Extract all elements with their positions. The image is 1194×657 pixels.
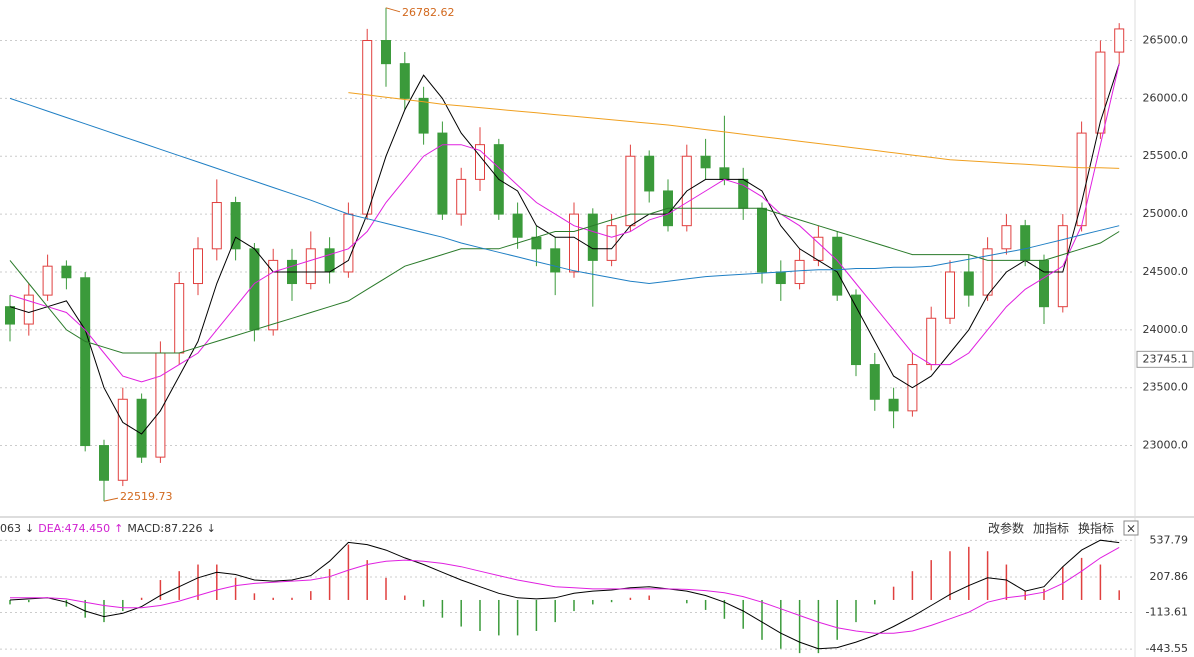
candle-body	[399, 63, 410, 99]
candle-body	[381, 40, 391, 65]
candle-body	[851, 294, 861, 366]
ma-line	[9, 63, 1120, 383]
macd-header: ↑	[114, 522, 123, 535]
candle-body	[794, 259, 805, 285]
candle-body	[757, 207, 767, 273]
y-tick-label: 26000.0	[1143, 91, 1189, 104]
indicator-button[interactable]: 加指标	[1033, 521, 1069, 536]
candle-body	[512, 213, 523, 238]
macd-header: DEA:474.450	[38, 522, 110, 535]
candle-body	[437, 132, 448, 215]
candle-body	[456, 178, 467, 215]
y-tick-label: 23000.0	[1143, 439, 1189, 452]
candle-body	[117, 398, 128, 481]
candle-body	[174, 283, 185, 354]
candle-body	[80, 277, 91, 447]
indicator-button[interactable]: 换指标	[1078, 521, 1114, 536]
y-tick-label: 25500.0	[1143, 149, 1189, 162]
candle-body	[869, 364, 880, 400]
last-price-box	[1136, 350, 1194, 368]
ma-line	[9, 63, 1120, 435]
candle-body	[268, 259, 279, 331]
candle-body	[888, 398, 899, 412]
macd-header: MACD:87.226	[127, 522, 202, 535]
ma-line	[10, 546, 1120, 634]
candle-body	[136, 398, 147, 458]
candle-body	[23, 294, 34, 325]
y-tick-label: 24000.0	[1143, 323, 1189, 336]
candle-body	[61, 265, 72, 279]
candle-body	[230, 202, 241, 250]
candle-body	[963, 271, 974, 296]
candle-body	[1020, 225, 1031, 261]
candle-body	[700, 155, 711, 169]
last-price-label: 23745.1	[1143, 352, 1189, 365]
candle-body	[1114, 28, 1125, 53]
candle-body	[644, 155, 655, 192]
indicator-button[interactable]: ×	[1126, 522, 1136, 536]
candle-body	[1001, 225, 1012, 250]
ma-line	[348, 92, 1120, 169]
y-tick-label: 24500.0	[1143, 265, 1189, 278]
candle-body	[5, 306, 15, 325]
candle-body	[305, 248, 316, 285]
max-pointer	[385, 7, 401, 13]
candle-body	[1039, 259, 1049, 308]
candle-body	[42, 265, 53, 296]
y-tick-label: 26500.0	[1143, 34, 1189, 47]
candle-body	[324, 248, 335, 273]
candle-body	[719, 167, 730, 180]
candle-body	[343, 213, 354, 273]
candle-body	[531, 236, 542, 250]
candle-body	[926, 317, 937, 366]
candle-body	[362, 40, 373, 215]
y-tick-label: 537.79	[1150, 533, 1189, 546]
candle-body	[569, 213, 579, 273]
candle-body	[832, 236, 843, 296]
indicator-button[interactable]: 改参数	[988, 521, 1024, 536]
y-tick-label: -113.61	[1146, 606, 1188, 619]
min-label: 22519.73	[120, 490, 173, 503]
candle-body	[249, 248, 260, 331]
max-label: 26782.62	[402, 6, 455, 19]
candle-body	[193, 248, 203, 285]
y-tick-label: -443.55	[1146, 642, 1188, 655]
candle-body	[550, 248, 561, 273]
macd-header: ↓	[25, 522, 34, 535]
close-box	[1123, 520, 1139, 536]
ma-line	[9, 539, 1120, 650]
candle-body	[418, 97, 429, 134]
candle-body	[945, 271, 955, 319]
candle-body	[587, 213, 598, 261]
candle-body	[1095, 51, 1106, 134]
ma-line	[9, 97, 1120, 285]
candle-body	[606, 225, 617, 261]
y-tick-label: 25000.0	[1143, 207, 1189, 220]
candle-body	[99, 445, 109, 481]
ma-line	[9, 207, 1120, 354]
macd-header: 063	[0, 522, 21, 535]
candle-body	[211, 202, 222, 250]
min-pointer	[103, 497, 119, 502]
y-tick-label: 207.86	[1150, 570, 1189, 583]
candle-body	[775, 271, 786, 285]
macd-header: ↓	[207, 522, 216, 535]
y-tick-label: 23500.0	[1143, 381, 1189, 394]
